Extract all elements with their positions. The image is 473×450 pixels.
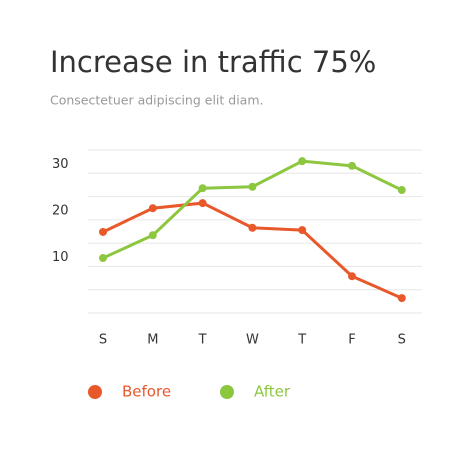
data-point [298, 157, 307, 166]
data-point [298, 226, 307, 235]
data-point [248, 182, 257, 191]
x-tick-label: T [297, 333, 306, 348]
legend-marker [88, 385, 102, 399]
x-tick-label: M [147, 333, 158, 348]
chart-subtitle: Consectetuer adipiscing elit diam. [50, 93, 263, 108]
data-point [148, 204, 157, 213]
chart-title: Increase in traffic 75% [50, 45, 376, 79]
series-line [102, 201, 403, 300]
x-tick-label: W [246, 333, 259, 348]
data-point [397, 294, 406, 303]
x-tick-label: S [398, 333, 406, 348]
data-point [148, 231, 157, 240]
x-tick-label: T [198, 333, 207, 348]
legend-label: Before [122, 383, 171, 401]
data-point [198, 184, 207, 193]
data-point [99, 227, 107, 236]
x-tick-label: S [99, 333, 107, 348]
data-point [397, 186, 406, 195]
y-tick-label: 20 [52, 203, 69, 218]
legend-label: After [254, 383, 291, 401]
data-point [198, 199, 207, 208]
data-point [348, 161, 356, 170]
x-tick-label: F [348, 333, 355, 348]
data-point [99, 254, 107, 263]
data-point [348, 272, 356, 281]
y-tick-label: 30 [52, 157, 69, 172]
legend-marker [220, 385, 234, 399]
data-point [248, 223, 257, 232]
y-tick-label: 10 [52, 250, 69, 265]
